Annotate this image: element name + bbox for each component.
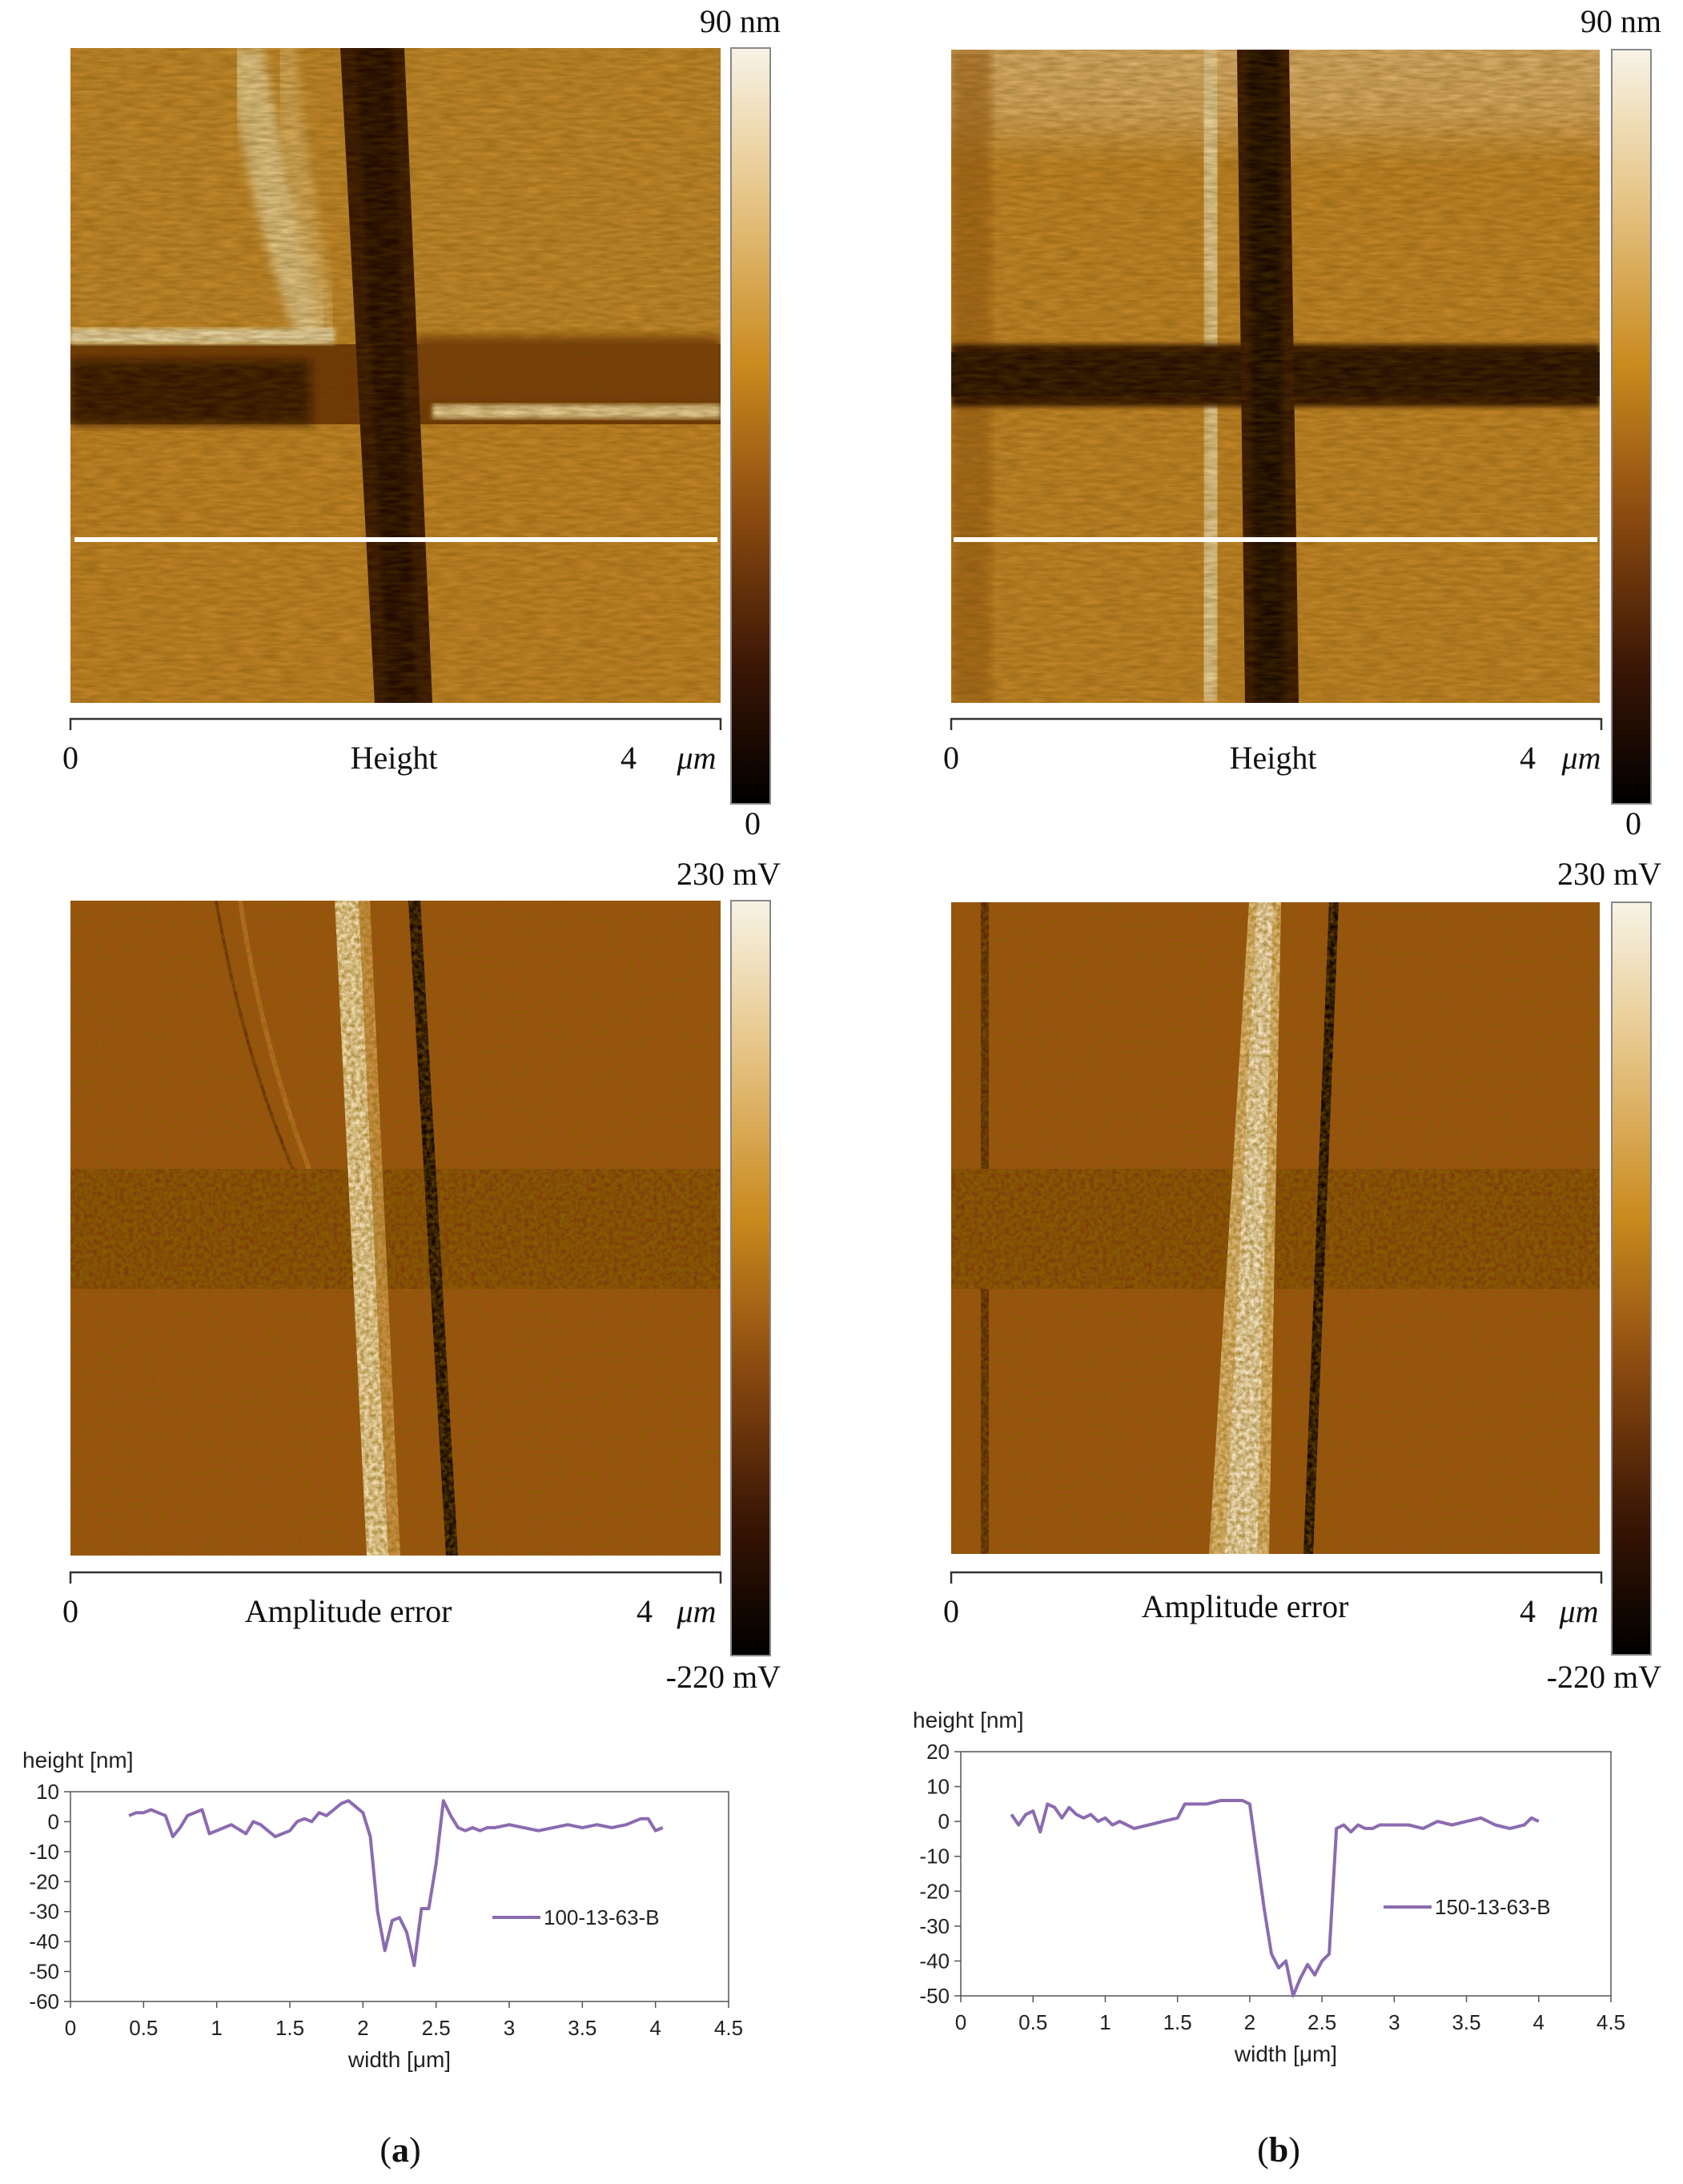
y-tick-label: 0	[938, 1809, 950, 1833]
amplitude-axis-bar-b	[950, 1571, 1603, 1584]
height-map-b	[951, 50, 1600, 703]
x-tick-label: 3	[1388, 2010, 1400, 2034]
amplitude-axis-start-a: 0	[62, 1593, 78, 1629]
x-tick-label: 1	[211, 2016, 222, 2040]
legend-label: 150-13-63-B	[1435, 1895, 1551, 1919]
height-axis-title-a: Height	[351, 740, 438, 776]
y-tick-label: -60	[29, 1989, 59, 2013]
x-tick-label: 2	[357, 2016, 368, 2040]
y-tick-label: 20	[926, 1740, 950, 1764]
panel-label-b: (b)	[1257, 2130, 1300, 2170]
height-axis-end-b: 4	[1520, 740, 1536, 776]
y-tick-label: -10	[29, 1840, 59, 1864]
x-tick-label: 4.5	[714, 2016, 743, 2040]
x-tick-label: 2.5	[1307, 2010, 1336, 2034]
y-tick-label: 10	[36, 1780, 59, 1804]
height-axis-start-a: 0	[62, 740, 78, 776]
height-axis-bar-a	[69, 717, 722, 730]
x-tick-label: 0.5	[1018, 2010, 1047, 2034]
y-tick-label: -50	[919, 1984, 950, 2008]
x-tick-label: 2	[1244, 2010, 1255, 2034]
series-line	[1010, 1799, 1540, 1997]
y-tick-label: -10	[919, 1845, 950, 1869]
plot-frame	[70, 1791, 729, 2002]
x-tick-label: 4	[649, 2016, 661, 2040]
amplitude-scale-min-a: -220 mV	[666, 1659, 781, 1695]
height-scale-min-a: 0	[745, 805, 761, 841]
amplitude-axis-unit-a: μm	[677, 1593, 717, 1629]
y-tick-label: 0	[48, 1809, 59, 1833]
x-tick-label: 0.5	[129, 2016, 158, 2040]
y-tick-label: -50	[29, 1960, 59, 1984]
legend-label: 100-13-63-B	[544, 1905, 660, 1929]
y-tick-label: -40	[919, 1949, 950, 1973]
height-axis-bar-b	[950, 717, 1603, 730]
x-axis-label: width [μm]	[347, 2047, 451, 2072]
height-map-a	[70, 48, 721, 703]
x-tick-label: 3.5	[568, 2016, 596, 2040]
x-tick-label: 1	[1099, 2010, 1111, 2034]
amplitude-scale-max-b: 230 mV	[1557, 856, 1661, 892]
amplitude-axis-title-b: Amplitude error	[1142, 1588, 1349, 1624]
series-line	[128, 1799, 664, 1968]
height-colorbar-b	[1611, 49, 1652, 805]
plot-frame	[960, 1751, 1612, 1997]
x-tick-label: 0	[955, 2010, 966, 2034]
height-scale-max-b: 90 nm	[1581, 3, 1661, 39]
y-tick-label: -40	[29, 1929, 59, 1953]
x-tick-label: 2.5	[422, 2016, 451, 2040]
height-axis-unit-b: μm	[1561, 740, 1601, 776]
amplitude-colorbar-a	[730, 900, 771, 1656]
x-tick-label: 3.5	[1452, 2010, 1480, 2034]
height-profile-chart-a: height [nm]100-10-20-30-40-50-600 0.5 1 1.5…	[22, 1748, 743, 2072]
amplitude-axis-unit-b: μm	[1559, 1593, 1599, 1629]
amplitude-scale-max-a: 230 mV	[677, 856, 781, 892]
height-axis-end-a: 4	[621, 740, 637, 776]
x-tick-label: 1.5	[275, 2016, 304, 2040]
x-axis-label: width [μm]	[1234, 2041, 1337, 2066]
amplitude-axis-bar-a	[69, 1571, 722, 1584]
height-axis-start-b: 0	[943, 740, 959, 776]
height-axis-title-b: Height	[1230, 740, 1317, 776]
x-tick-label: 3	[504, 2016, 515, 2040]
amplitude-map-b	[951, 902, 1600, 1554]
amplitude-axis-start-b: 0	[943, 1593, 959, 1629]
y-tick-label: -20	[29, 1869, 59, 1893]
height-axis-unit-a: μm	[677, 740, 717, 776]
y-tick-label: -30	[29, 1900, 59, 1924]
amplitude-colorbar-b	[1611, 901, 1652, 1656]
amplitude-axis-title-a: Amplitude error	[245, 1593, 452, 1629]
height-scale-min-b: 0	[1625, 805, 1641, 841]
y-tick-label: 10	[926, 1775, 950, 1799]
panel-label-a: (a)	[380, 2130, 420, 2170]
y-tick-label: -30	[919, 1914, 950, 1938]
x-tick-label: 0	[65, 2016, 76, 2040]
amplitude-map-a	[70, 901, 721, 1556]
amplitude-axis-end-a: 4	[637, 1593, 653, 1629]
y-axis-label: height [nm]	[913, 1708, 1024, 1732]
x-tick-label: 4	[1533, 2010, 1544, 2034]
x-tick-label: 1.5	[1163, 2010, 1192, 2034]
height-colorbar-a	[730, 47, 771, 805]
amplitude-axis-end-b: 4	[1520, 1593, 1536, 1629]
height-scale-max-a: 90 nm	[700, 3, 781, 39]
amplitude-scale-min-b: -220 mV	[1547, 1659, 1661, 1695]
y-axis-label: height [nm]	[22, 1748, 134, 1772]
x-tick-label: 4.5	[1597, 2010, 1625, 2034]
y-tick-label: -20	[919, 1879, 950, 1903]
